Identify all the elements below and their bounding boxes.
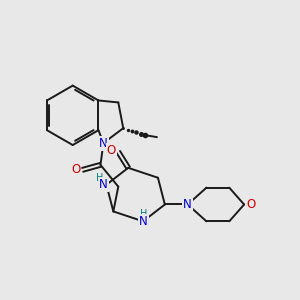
Text: N: N <box>139 215 147 228</box>
Text: H: H <box>96 173 103 183</box>
Text: H: H <box>140 209 148 219</box>
Text: O: O <box>246 198 256 211</box>
Text: O: O <box>107 143 116 157</box>
Text: O: O <box>71 163 80 176</box>
Text: N: N <box>99 178 108 191</box>
Text: N: N <box>99 136 108 150</box>
Text: N: N <box>183 198 192 211</box>
